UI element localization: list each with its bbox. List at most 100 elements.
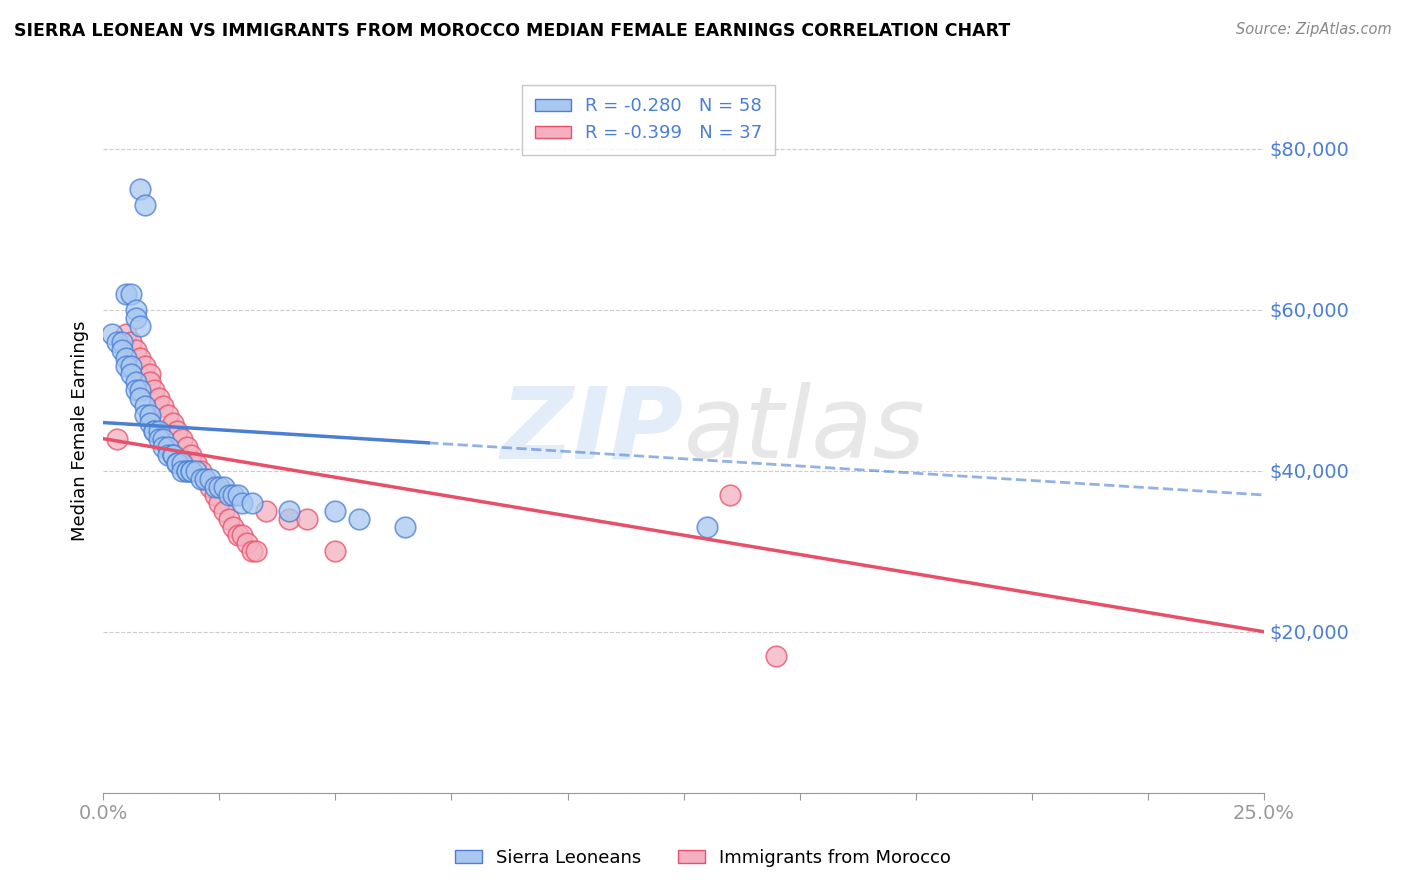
Point	[198, 472, 221, 486]
Point	[696, 520, 718, 534]
Point	[170, 464, 193, 478]
Point	[115, 351, 138, 366]
Point	[231, 496, 253, 510]
Point	[152, 400, 174, 414]
Point	[124, 302, 146, 317]
Point	[129, 182, 152, 196]
Point	[184, 464, 207, 478]
Point	[143, 424, 166, 438]
Point	[236, 536, 259, 550]
Point	[204, 480, 226, 494]
Point	[208, 496, 231, 510]
Point	[240, 544, 263, 558]
Point	[166, 424, 188, 438]
Point	[166, 456, 188, 470]
Point	[148, 392, 170, 406]
Point	[765, 648, 787, 663]
Point	[204, 488, 226, 502]
Point	[115, 359, 138, 374]
Point	[134, 359, 156, 374]
Point	[138, 376, 160, 390]
Point	[143, 384, 166, 398]
Point	[226, 528, 249, 542]
Point	[218, 512, 240, 526]
Point	[105, 335, 128, 350]
Point	[157, 448, 180, 462]
Point	[222, 488, 245, 502]
Point	[124, 343, 146, 358]
Point	[134, 408, 156, 422]
Point	[115, 286, 138, 301]
Point	[120, 286, 142, 301]
Point	[176, 464, 198, 478]
Point	[394, 520, 416, 534]
Point	[162, 448, 184, 462]
Point	[157, 408, 180, 422]
Point	[124, 310, 146, 325]
Point	[212, 504, 235, 518]
Point	[134, 400, 156, 414]
Point	[245, 544, 267, 558]
Point	[180, 464, 202, 478]
Point	[129, 351, 152, 366]
Point	[718, 488, 741, 502]
Point	[120, 335, 142, 350]
Point	[157, 440, 180, 454]
Point	[129, 392, 152, 406]
Point	[138, 416, 160, 430]
Point	[347, 512, 370, 526]
Point	[148, 432, 170, 446]
Point	[170, 456, 193, 470]
Point	[134, 198, 156, 212]
Point	[218, 488, 240, 502]
Point	[166, 456, 188, 470]
Point	[226, 488, 249, 502]
Y-axis label: Median Female Earnings: Median Female Earnings	[72, 320, 89, 541]
Point	[148, 424, 170, 438]
Point	[124, 384, 146, 398]
Point	[212, 480, 235, 494]
Point	[190, 464, 212, 478]
Point	[162, 448, 184, 462]
Point	[208, 480, 231, 494]
Point	[297, 512, 319, 526]
Point	[240, 496, 263, 510]
Point	[120, 359, 142, 374]
Point	[190, 472, 212, 486]
Point	[231, 528, 253, 542]
Point	[152, 432, 174, 446]
Point	[162, 416, 184, 430]
Point	[323, 504, 346, 518]
Point	[277, 512, 299, 526]
Point	[115, 326, 138, 341]
Legend: R = -0.280   N = 58, R = -0.399   N = 37: R = -0.280 N = 58, R = -0.399 N = 37	[522, 85, 775, 155]
Point	[101, 326, 124, 341]
Point	[170, 432, 193, 446]
Point	[176, 440, 198, 454]
Point	[129, 384, 152, 398]
Point	[222, 520, 245, 534]
Point	[180, 464, 202, 478]
Point	[138, 368, 160, 382]
Point	[198, 480, 221, 494]
Point	[111, 343, 134, 358]
Point	[176, 464, 198, 478]
Point	[277, 504, 299, 518]
Point	[184, 456, 207, 470]
Point	[254, 504, 277, 518]
Point	[124, 376, 146, 390]
Text: Source: ZipAtlas.com: Source: ZipAtlas.com	[1236, 22, 1392, 37]
Point	[194, 472, 217, 486]
Point	[129, 318, 152, 333]
Point	[105, 432, 128, 446]
Text: atlas: atlas	[683, 382, 925, 479]
Point	[152, 440, 174, 454]
Point	[138, 408, 160, 422]
Point	[180, 448, 202, 462]
Point	[111, 335, 134, 350]
Text: SIERRA LEONEAN VS IMMIGRANTS FROM MOROCCO MEDIAN FEMALE EARNINGS CORRELATION CHA: SIERRA LEONEAN VS IMMIGRANTS FROM MOROCC…	[14, 22, 1011, 40]
Legend: Sierra Leoneans, Immigrants from Morocco: Sierra Leoneans, Immigrants from Morocco	[447, 842, 959, 874]
Point	[120, 368, 142, 382]
Point	[143, 424, 166, 438]
Point	[194, 472, 217, 486]
